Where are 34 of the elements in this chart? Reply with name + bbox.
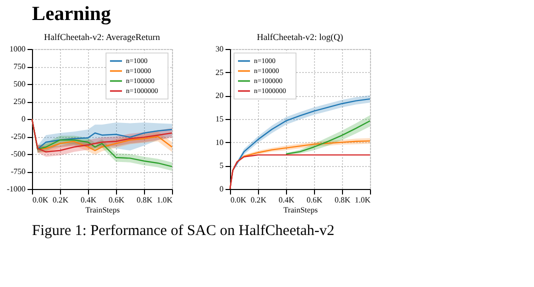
x-tick-label: 0.4K [278, 196, 295, 204]
x-tick-label: 0.2K [52, 196, 69, 204]
y-tick-label: 15 [216, 114, 224, 124]
y-tick-label: 250 [14, 97, 26, 106]
x-tick-label: 0.8K [136, 196, 153, 204]
x-axis-title: TrainSteps [85, 206, 120, 214]
y-tick-label: 0 [220, 184, 224, 194]
y-tick-label: -1000 [6, 184, 26, 194]
x-tick-label: 1.0K [354, 196, 371, 204]
y-tick-label: 0 [22, 114, 26, 124]
y-tick-label: 750 [14, 62, 26, 71]
x-tick-label: 0.4K [80, 196, 97, 204]
text: Learning [32, 3, 111, 25]
x-tick-label: 0.0K [230, 196, 246, 204]
y-tick-label: 25 [216, 68, 224, 77]
y-tick-label: -750 [10, 167, 26, 176]
chart-title: HalfCheetah-v2: log(Q) [256, 32, 344, 42]
x-tick-label: 1.0K [156, 196, 173, 204]
y-tick-label: 5 [220, 161, 224, 170]
x-tick-label: 0.6K [108, 196, 125, 204]
y-tick-label: 20 [216, 91, 224, 100]
y-tick-label: 500 [14, 80, 26, 88]
y-tick-label: 1000 [10, 44, 26, 54]
x-tick-label: 0.0K [32, 196, 48, 204]
x-tick-label: 0.6K [306, 196, 323, 204]
y-tick-label: -250 [10, 132, 26, 141]
y-tick-label: -500 [10, 150, 26, 158]
chart-title: HalfCheetah-v2: AverageReturn [44, 32, 161, 42]
x-tick-label: 0.2K [250, 196, 267, 204]
caption: Figure 1: Performance of SAC on HalfCheetah-v2 [32, 223, 334, 239]
x-tick-label: 0.8K [334, 196, 351, 204]
x-axis-title: TrainSteps [283, 206, 318, 214]
y-tick-label: 10 [216, 138, 224, 147]
y-tick-label: 30 [216, 44, 224, 54]
